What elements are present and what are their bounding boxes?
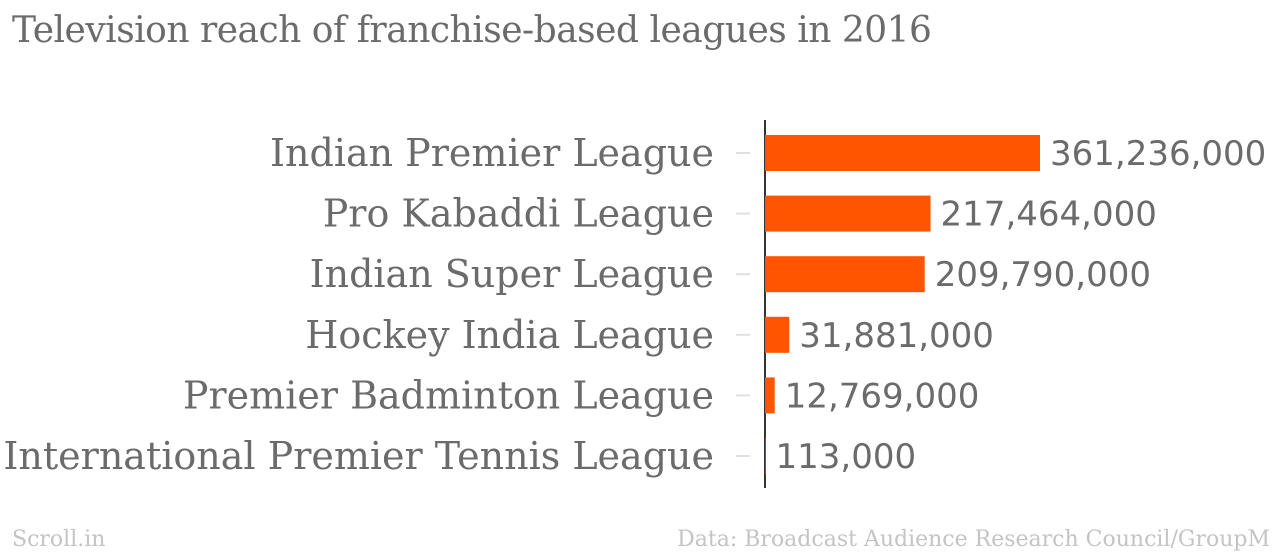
category-label: Pro Kabaddi League [323, 192, 714, 236]
category-label: Hockey India League [305, 313, 714, 357]
bar [765, 316, 790, 353]
category-label: International Premier Tennis League [3, 434, 714, 478]
bar [765, 135, 1040, 171]
bar [765, 377, 775, 414]
value-label: 361,236,000 [1050, 134, 1266, 174]
bar [765, 256, 925, 293]
value-label: 209,790,000 [935, 255, 1151, 295]
bar [765, 438, 766, 474]
bar [765, 195, 931, 232]
value-label: 113,000 [776, 437, 917, 477]
chart-title: Television reach of franchise-based leag… [12, 10, 932, 51]
bar-chart: Indian Premier League 361,236,000 Pro Kaba… [3, 120, 1266, 488]
category-label: Indian Premier League [270, 131, 714, 175]
category-label: Indian Super League [310, 252, 714, 296]
data-credit: Data: Broadcast Audience Research Counci… [677, 527, 1270, 552]
category-label: Premier Badminton League [183, 373, 714, 417]
value-label: 31,881,000 [799, 316, 994, 356]
value-label: 217,464,000 [941, 195, 1157, 235]
source-site: Scroll.in [12, 527, 106, 552]
value-label: 12,769,000 [785, 376, 980, 416]
